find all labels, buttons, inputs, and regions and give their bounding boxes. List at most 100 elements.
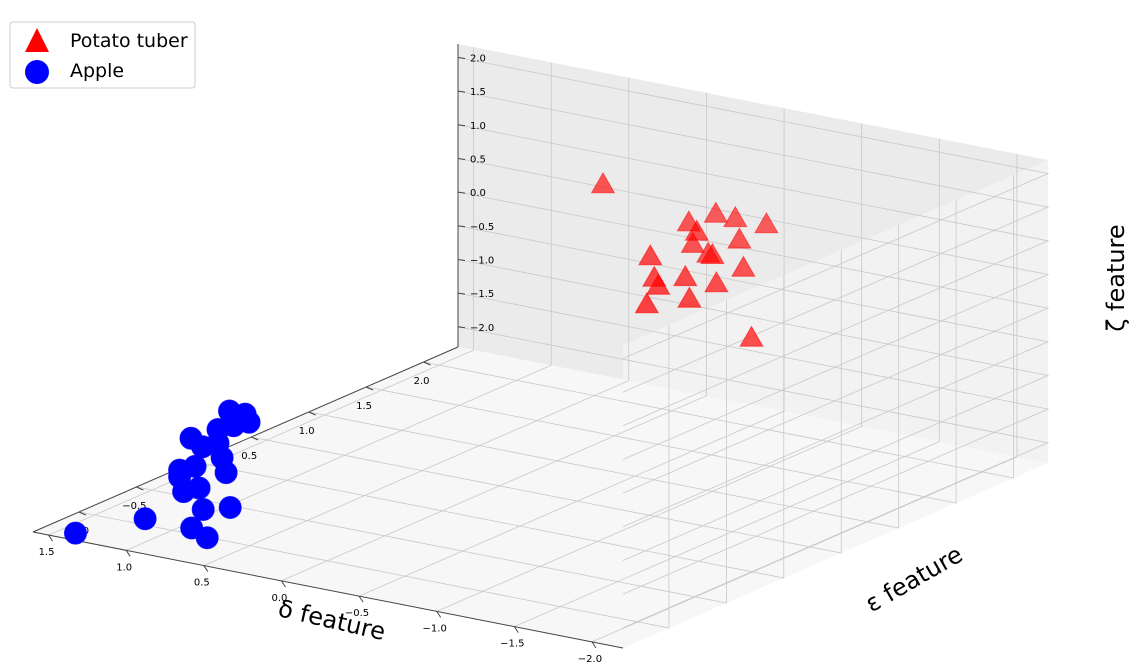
apple-point xyxy=(180,516,204,540)
x-tick-mark xyxy=(125,550,131,557)
grid-line-z xyxy=(457,124,1050,427)
potato-point xyxy=(680,231,706,253)
grid-line-x xyxy=(591,153,1018,643)
potato-point xyxy=(590,171,616,194)
grid-line-y xyxy=(308,225,900,529)
y-axis-line xyxy=(32,346,459,533)
z-axis-label: ζ feature xyxy=(1102,224,1130,331)
z-tick-mark xyxy=(457,292,466,295)
x-axis-line xyxy=(32,531,624,649)
legend: Potato tuber Apple xyxy=(9,21,196,89)
z-tick-mark xyxy=(457,157,466,160)
grid-line-z xyxy=(457,90,1050,393)
z-tick-label: 0.5 xyxy=(470,154,486,165)
y-tick-label: 0.5 xyxy=(241,451,257,462)
y-tick-label: −0.5 xyxy=(122,501,146,512)
potato-point xyxy=(754,211,779,234)
grid-line-x xyxy=(281,92,707,582)
potato-point xyxy=(700,242,725,264)
z-tick-label: 0.0 xyxy=(470,188,486,199)
grid-line-z xyxy=(457,326,1050,629)
z-tick-label: −1.0 xyxy=(470,255,494,266)
y-tick-mark xyxy=(423,361,431,366)
z-tick-mark xyxy=(457,90,466,93)
apple-point xyxy=(133,507,157,531)
apple-point xyxy=(218,496,242,519)
potato-point xyxy=(684,219,710,241)
apple-point xyxy=(64,521,87,545)
potato-point xyxy=(673,264,698,287)
axes-panes xyxy=(33,44,1048,648)
z-tick-label: 2.0 xyxy=(470,53,486,64)
x-tick-mark xyxy=(591,641,597,649)
potato-point xyxy=(703,201,729,223)
grid-lines xyxy=(48,47,1050,643)
grid-line-y xyxy=(136,300,727,604)
grid-line-z xyxy=(457,158,1050,460)
x-tick-mark xyxy=(48,534,53,542)
grid-line-y xyxy=(193,275,785,579)
y-tick-mark xyxy=(78,511,87,516)
floor-pane xyxy=(33,347,1048,648)
grid-line-y xyxy=(251,250,842,554)
z-tick-mark xyxy=(457,326,466,329)
y-tick-label: 1.5 xyxy=(356,401,372,412)
grid-line-z xyxy=(457,57,1050,359)
potato-point xyxy=(739,325,764,347)
z-tick-mark xyxy=(457,191,466,194)
potato-point xyxy=(727,227,752,249)
potato-point xyxy=(638,243,663,266)
grid-line-x xyxy=(514,138,940,627)
grid-line-z xyxy=(457,259,1050,561)
z-tick-mark xyxy=(457,124,466,127)
x-tick-mark xyxy=(203,565,209,572)
y-tick-label: 1.0 xyxy=(299,426,315,437)
apple-point xyxy=(172,480,196,504)
x-tick-label: 0.0 xyxy=(271,593,287,604)
legend-label-potato: Potato tuber xyxy=(70,30,188,52)
potato-point xyxy=(723,205,748,228)
axis-lines xyxy=(32,44,624,649)
x-tick-mark xyxy=(513,626,519,633)
y-tick-mark xyxy=(251,436,259,441)
legend-label-apple: Apple xyxy=(70,60,124,82)
x-tick-mark xyxy=(281,580,286,588)
apple-point xyxy=(179,426,203,450)
grid-line-y xyxy=(366,200,957,504)
grid-line-x xyxy=(436,123,863,612)
y-axis-label: ε feature xyxy=(861,540,968,618)
grid-line-z xyxy=(457,292,1050,595)
grid-line-y xyxy=(423,175,1014,479)
x-tick-label: 1.5 xyxy=(39,547,55,558)
z-tick-label: 1.5 xyxy=(470,87,486,98)
z-tick-mark xyxy=(457,225,466,228)
grid-line-x xyxy=(126,62,552,551)
x-tick-label: −0.5 xyxy=(345,608,369,619)
x-tick-label: 0.5 xyxy=(194,578,210,589)
z-tick-label: −0.5 xyxy=(470,222,494,233)
grid-line-y xyxy=(78,325,670,629)
potato-point xyxy=(634,291,660,314)
legend-triangle-icon xyxy=(25,28,49,52)
y-tick-label: 2.0 xyxy=(414,376,430,387)
x-tick-mark xyxy=(436,611,442,618)
z-tick-label: 1.0 xyxy=(470,121,486,132)
x-tick-label: −2.0 xyxy=(578,654,602,665)
grid-line-x xyxy=(203,77,630,566)
x-axis-label: δ feature xyxy=(276,594,388,646)
z-tick-label: −1.5 xyxy=(470,289,494,300)
x-tick-label: 1.0 xyxy=(116,562,132,573)
potato-point xyxy=(677,286,702,308)
z-tick-mark xyxy=(457,56,466,59)
x-tick-label: −1.5 xyxy=(500,639,524,650)
y-tick-mark xyxy=(136,486,144,491)
y-tick-mark xyxy=(365,386,374,391)
apple-point xyxy=(214,461,238,485)
data-points xyxy=(64,171,779,550)
legend-circle-icon xyxy=(25,60,49,84)
potato-point xyxy=(704,270,729,293)
x-tick-mark xyxy=(358,595,364,603)
z-tick-label: −2.0 xyxy=(470,323,494,334)
